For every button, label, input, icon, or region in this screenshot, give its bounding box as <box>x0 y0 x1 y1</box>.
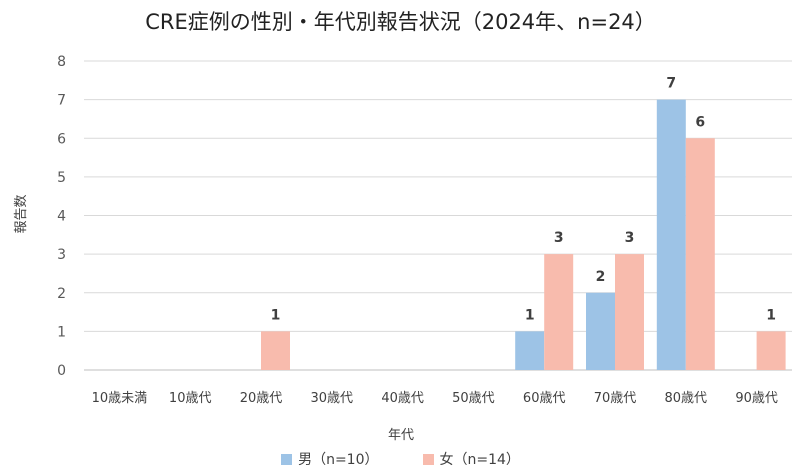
x-tick-label: 30歳代 <box>311 391 354 406</box>
chart-title: CRE症例の性別・年代別報告状況（2024年、n=24） <box>145 10 656 34</box>
y-tick-label: 8 <box>57 54 66 70</box>
data-label: 1 <box>766 307 776 323</box>
legend: 男（n=10） 女（n=14） <box>0 449 801 469</box>
y-tick-label: 3 <box>57 247 66 263</box>
bar-female <box>756 331 786 370</box>
x-tick-label: 10歳未満 <box>92 391 148 406</box>
data-label: 6 <box>695 114 705 130</box>
x-tick-label: 20歳代 <box>240 391 283 406</box>
legend-item-female: 女（n=14） <box>422 449 520 469</box>
legend-item-male: 男（n=10） <box>281 449 379 469</box>
bar-male <box>515 331 545 370</box>
legend-swatch-male <box>281 453 293 465</box>
data-label: 1 <box>525 307 535 323</box>
data-label: 7 <box>666 76 676 92</box>
y-tick-labels: 0 1 2 3 4 5 6 7 8 <box>57 54 66 379</box>
x-tick-label: 40歳代 <box>381 391 424 406</box>
x-tick-label: 10歳代 <box>169 391 212 406</box>
bar-female <box>615 254 644 370</box>
y-tick-label: 6 <box>57 131 66 147</box>
y-tick-label: 2 <box>57 286 66 302</box>
y-tick-label: 4 <box>57 209 66 225</box>
y-axis-label: 報告数 <box>14 194 29 233</box>
data-labels: 1 1 3 2 3 7 6 1 <box>271 76 776 324</box>
x-tick-label: 90歳代 <box>735 391 778 406</box>
x-tick-label: 70歳代 <box>594 391 637 406</box>
bar-male <box>656 99 686 370</box>
bar-female <box>544 254 574 370</box>
data-label: 3 <box>625 230 635 246</box>
data-label: 2 <box>596 269 606 285</box>
data-label: 1 <box>271 307 281 323</box>
y-tick-label: 5 <box>57 170 66 186</box>
x-tick-label: 60歳代 <box>523 391 566 406</box>
legend-swatch-female <box>422 453 434 465</box>
y-tick-label: 0 <box>57 363 66 379</box>
x-tick-label: 50歳代 <box>452 391 495 406</box>
bar-male <box>586 292 615 370</box>
bar-female <box>685 138 715 370</box>
x-tick-labels: 10歳未満 10歳代 20歳代 30歳代 40歳代 50歳代 60歳代 70歳代 80歳代 90歳… <box>92 391 778 406</box>
bar-female <box>261 331 290 370</box>
y-tick-label: 1 <box>57 324 66 340</box>
legend-label-female: 女（n=14） <box>439 452 520 468</box>
y-tick-label: 7 <box>57 93 66 109</box>
data-label: 3 <box>554 230 564 246</box>
x-tick-label: 80歳代 <box>665 391 708 406</box>
legend-label-male: 男（n=10） <box>298 452 379 468</box>
bars <box>261 99 786 370</box>
x-axis-label: 年代 <box>388 428 414 443</box>
